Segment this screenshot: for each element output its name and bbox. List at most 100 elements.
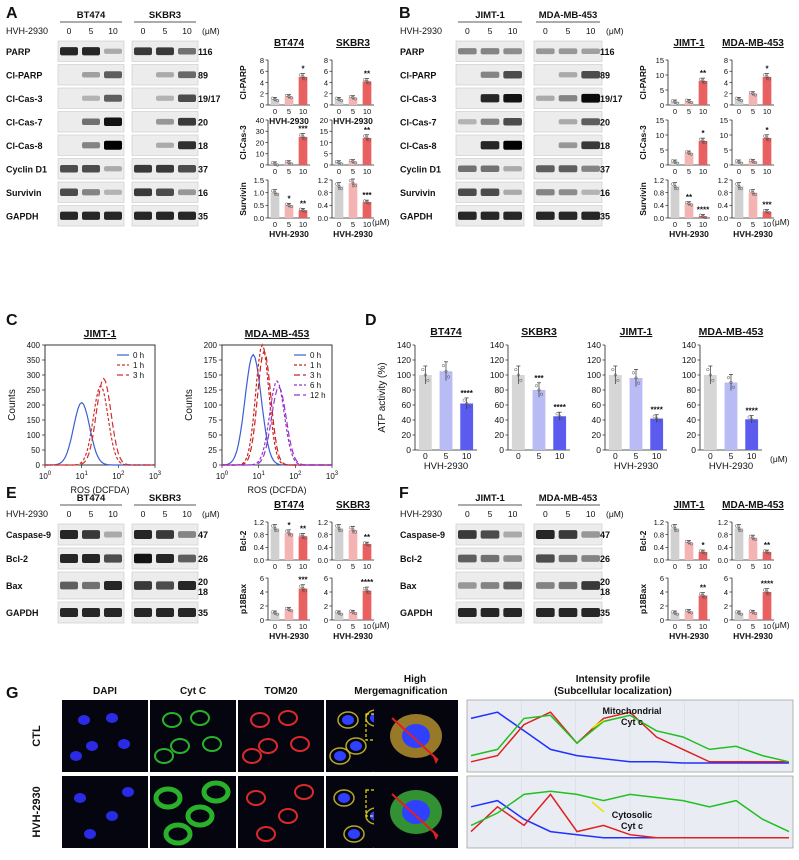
blot-band xyxy=(503,211,522,220)
x-tick-label: 0 xyxy=(737,220,741,229)
data-point xyxy=(616,378,620,382)
merge-cell xyxy=(337,711,359,729)
data-point xyxy=(753,192,758,197)
blot-strip xyxy=(455,40,525,62)
data-point xyxy=(731,385,736,389)
blot-band xyxy=(503,555,522,562)
data-point xyxy=(734,610,739,614)
data-point xyxy=(273,611,277,615)
bar-chart: 0 10 20 30 40 Cl-Cas-3 0 5 *** 10 xyxy=(238,116,310,176)
data-point xyxy=(701,550,705,554)
data-point xyxy=(365,542,369,546)
data-point xyxy=(748,534,753,538)
y-tick-label: 15 xyxy=(656,56,664,65)
y-tick-label: 40 xyxy=(592,415,602,425)
y-tick-label: 20 xyxy=(256,138,264,147)
y-tick-label: 6 xyxy=(324,67,328,76)
data-point xyxy=(367,201,372,205)
x-tick-label: 0 xyxy=(273,167,277,176)
chart-title: JIMT-1 xyxy=(673,500,705,511)
data-point xyxy=(337,611,341,615)
bar xyxy=(284,96,294,105)
bar xyxy=(348,97,358,105)
data-point xyxy=(670,610,675,614)
kda-label: 18 xyxy=(600,587,610,597)
y-tick-label: 250 xyxy=(27,386,41,395)
x-tick-label: 0 xyxy=(273,107,277,116)
y-tick-label: 1.2 xyxy=(654,176,664,185)
blot-band xyxy=(156,188,174,196)
x-tick-label: 10 xyxy=(699,167,707,176)
x-axis-label: HVH-2930 xyxy=(333,631,373,641)
y-tick-label: 2 xyxy=(724,90,728,99)
significance-stars: **** xyxy=(553,403,566,412)
significance-stars: **** xyxy=(460,389,473,398)
bar xyxy=(745,419,759,450)
bar xyxy=(698,595,708,620)
x-tick-label: 0 xyxy=(737,562,741,571)
data-point xyxy=(287,607,291,612)
blot-band xyxy=(558,607,578,618)
histogram-curve xyxy=(222,386,332,466)
x-tick-label: 5 xyxy=(351,562,355,571)
blot-band xyxy=(156,553,174,564)
data-point xyxy=(446,375,451,379)
protein-label: Survivin xyxy=(400,188,436,198)
data-point xyxy=(337,526,341,530)
y-tick-label: 40 xyxy=(256,116,264,125)
data-point xyxy=(351,181,355,185)
blot-band xyxy=(581,141,600,150)
x-tick-label: 10 xyxy=(299,562,307,571)
x-tick-label: 0 xyxy=(337,220,341,229)
protein-label: Cl-Cas-7 xyxy=(400,117,437,127)
data-point xyxy=(751,191,755,195)
dose-label: 10 xyxy=(108,509,118,519)
data-point xyxy=(273,97,277,101)
kda-label: 20 xyxy=(600,117,610,127)
blot-band xyxy=(581,581,600,590)
protein-label: Survivin xyxy=(6,188,42,198)
y-axis-label: Bcl-2 xyxy=(638,530,648,551)
data-point xyxy=(670,524,675,528)
data-point xyxy=(687,202,691,206)
y-tick-label: 20 xyxy=(495,430,505,440)
blot-band xyxy=(536,48,555,55)
x-tick-label: 5 xyxy=(444,451,449,461)
y-tick-label: 4 xyxy=(724,78,728,87)
chart-title: SKBR3 xyxy=(521,326,557,338)
legend-label: 0 h xyxy=(310,351,321,360)
blot-band xyxy=(104,211,122,220)
data-point xyxy=(465,401,469,406)
data-point xyxy=(289,204,294,209)
data-point xyxy=(298,133,303,137)
data-point xyxy=(367,138,372,142)
y-tick-label: 150 xyxy=(204,371,218,380)
y-tick-label: 0 xyxy=(724,616,728,625)
x-tick-label: 5 xyxy=(687,167,691,176)
y-tick-label: 20 xyxy=(592,430,602,440)
data-point xyxy=(751,610,755,614)
y-tick-label: 8 xyxy=(724,56,728,65)
nucleus xyxy=(70,751,82,761)
dose-label: 10 xyxy=(108,26,118,36)
histogram-curve xyxy=(45,385,155,466)
legend-label: 12 h xyxy=(310,391,326,400)
blot-band xyxy=(480,94,500,103)
blot-strip xyxy=(131,87,199,109)
data-point xyxy=(689,152,694,156)
y-tick-label: 200 xyxy=(27,401,41,410)
y-tick-label: 0.8 xyxy=(718,188,728,197)
x-axis-label: HVH-2930 xyxy=(269,229,309,239)
data-point xyxy=(703,216,708,220)
data-point xyxy=(739,529,744,533)
y-tick-label: 0 xyxy=(596,445,601,455)
merge-cell xyxy=(329,747,351,765)
data-point xyxy=(737,611,741,615)
x-axis-label: HVH-2930 xyxy=(269,116,309,126)
significance-stars: ** xyxy=(764,541,771,550)
protein-label: Cyclin D1 xyxy=(400,164,441,174)
data-point xyxy=(675,187,680,191)
data-point xyxy=(367,543,372,547)
